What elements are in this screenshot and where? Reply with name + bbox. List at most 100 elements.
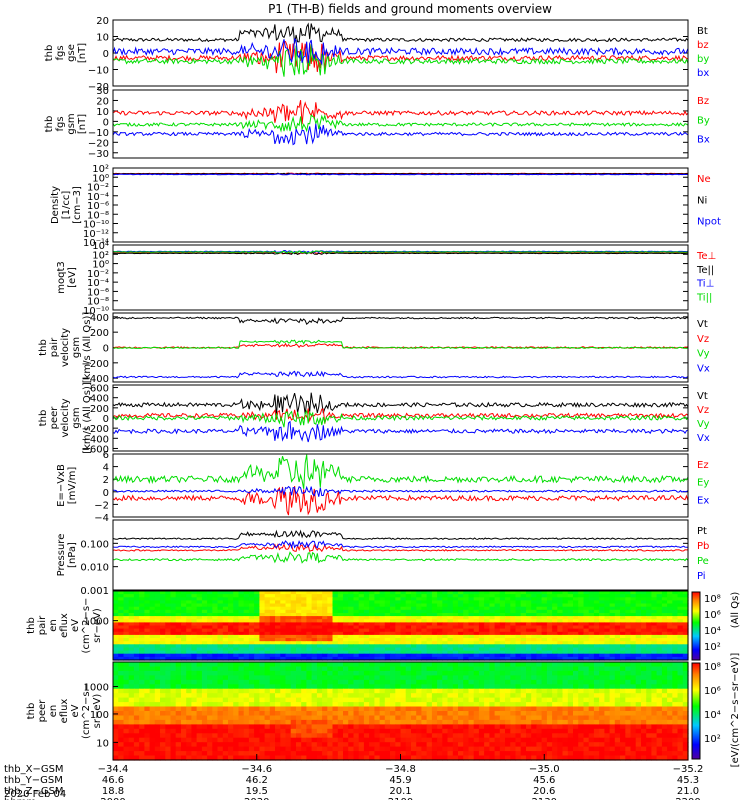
heat-cell [306, 751, 313, 757]
heat-cell [139, 697, 145, 703]
heat-cell [207, 653, 213, 658]
heat-cell [201, 603, 208, 608]
heat-cell [484, 606, 490, 611]
heat-cell [620, 702, 626, 708]
heat-cell [578, 606, 584, 611]
heat-cell [123, 616, 130, 620]
heat-cell [113, 625, 119, 630]
heat-cell [123, 619, 130, 623]
heat-cell [468, 656, 475, 661]
heat-cell [170, 609, 177, 614]
heat-cell [259, 706, 266, 712]
heat-cell [609, 724, 616, 730]
heat-cell [400, 662, 407, 668]
heat-cell [133, 751, 140, 757]
heat-cell [128, 644, 135, 648]
heat-cell [510, 594, 517, 598]
heat-cell [567, 644, 574, 648]
heat-cell [651, 751, 658, 757]
heat-cell [154, 746, 161, 752]
heat-cell [181, 634, 187, 639]
heat-cell [306, 711, 313, 717]
heat-cell [217, 641, 224, 645]
heat-cell [285, 634, 292, 639]
heat-cell [170, 706, 177, 712]
heat-cell [505, 693, 511, 699]
heat-cell [374, 697, 381, 703]
heat-cell [238, 688, 245, 694]
heat-cell [118, 641, 124, 645]
heat-cell [222, 625, 229, 630]
heat-cell [327, 706, 334, 712]
heat-cell [400, 647, 407, 652]
heat-cell [416, 688, 422, 694]
heat-cell [149, 653, 156, 658]
heat-cell [531, 684, 537, 690]
heat-cell [254, 625, 260, 630]
heat-cell [531, 670, 537, 676]
heat-cell [358, 656, 365, 661]
legend-Te||: Te|| [696, 265, 714, 276]
heat-cell [651, 719, 658, 725]
heat-cell [160, 603, 166, 608]
heat-cell [259, 594, 266, 598]
heat-cell [369, 697, 375, 703]
heat-cell [217, 737, 224, 743]
heat-cell [667, 693, 673, 699]
heat-cell [306, 662, 313, 668]
heat-cell [118, 591, 124, 595]
heat-cell [416, 679, 422, 685]
heat-cell [243, 675, 250, 681]
heat-cell [583, 711, 590, 717]
heat-cell [567, 594, 574, 598]
heat-cell [546, 622, 553, 627]
heat-cell [567, 697, 574, 703]
heat-cell [154, 728, 161, 734]
heat-cell [635, 688, 642, 694]
heat-cell [181, 591, 187, 595]
heat-cell [280, 670, 287, 676]
heat-cell [620, 684, 626, 690]
heat-cell [546, 666, 553, 672]
heat-cell [494, 662, 501, 668]
heat-cell [536, 728, 543, 734]
heat-cell [207, 641, 213, 645]
heat-cell [630, 594, 637, 598]
heat-cell [400, 742, 407, 748]
heat-cell [379, 594, 386, 598]
heat-cell [677, 688, 684, 694]
heat-cell [583, 613, 590, 617]
heat-cell [442, 697, 449, 703]
heat-cell [275, 600, 281, 605]
legend-Ez: Ez [697, 460, 709, 471]
heat-cell [620, 719, 626, 725]
heat-cell [228, 606, 234, 611]
heat-cell [144, 666, 151, 672]
heat-cell [139, 715, 145, 721]
heat-cell [578, 706, 584, 712]
heat-cell [123, 737, 130, 743]
heat-cell [379, 746, 386, 752]
heat-cell [656, 737, 663, 743]
heat-cell [353, 650, 360, 655]
heat-cell [635, 653, 642, 658]
heat-cell [431, 728, 438, 734]
heat-cell [620, 619, 626, 623]
heat-cell [541, 609, 548, 614]
heat-cell [437, 742, 443, 748]
heat-cell [505, 746, 511, 752]
heat-cell [363, 742, 370, 748]
heat-cell [228, 742, 234, 748]
heat-cell [259, 711, 266, 717]
heat-cell [353, 606, 360, 611]
heat-cell [165, 746, 172, 752]
heat-cell [478, 597, 485, 601]
heat-cell [599, 656, 605, 661]
heat-cell [468, 634, 475, 639]
heat-cell [599, 606, 605, 611]
heat-cell [269, 594, 276, 598]
heat-cell [588, 616, 595, 620]
heat-cell [212, 742, 219, 748]
heat-cell [614, 719, 621, 725]
